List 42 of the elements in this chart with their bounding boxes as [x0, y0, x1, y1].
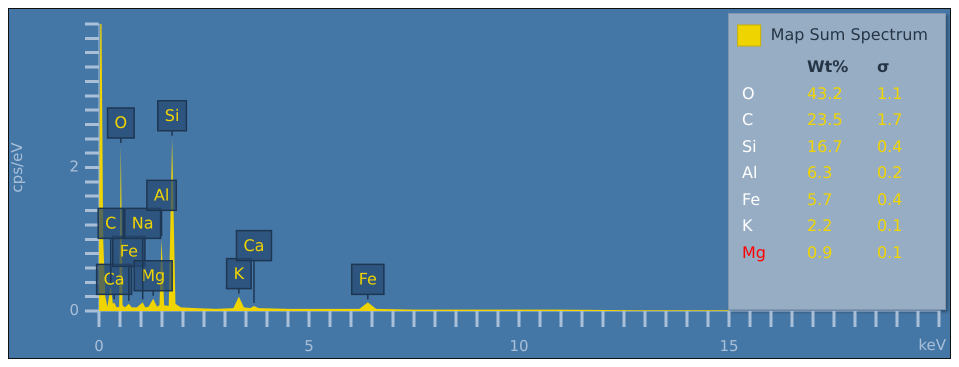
annotation: C: [105, 214, 116, 233]
annotation: Fe: [120, 242, 138, 261]
annotation: Si: [164, 106, 180, 125]
data-label: 1.1: [876, 82, 904, 105]
data-label: 0.1: [876, 242, 904, 264]
data-label: 43.2: [806, 82, 844, 105]
category-label: C: [741, 109, 754, 132]
data-label: 1.7: [876, 109, 904, 132]
series-label: Wt%: [806, 56, 850, 78]
data-label: 23.5: [806, 109, 844, 132]
data-label: 0.2: [876, 162, 904, 184]
data-label: 16.7: [806, 136, 844, 158]
annotation: Ca: [104, 270, 125, 289]
text: σ: [876, 56, 890, 78]
annotation: Na: [132, 214, 154, 233]
data-label: 2.2: [806, 215, 834, 238]
category-label: K: [741, 215, 754, 238]
y-tick-label: 2: [69, 157, 79, 176]
legend-label: Map Sum Spectrum: [770, 25, 928, 44]
category-label: O: [741, 82, 756, 105]
category-label: Al: [741, 162, 758, 184]
data-label: 0.4: [876, 136, 904, 158]
x-tick-label: 10: [509, 336, 529, 355]
data-label: 0.4: [876, 188, 904, 211]
category-label: Mg: [741, 242, 767, 264]
annotation: Fe: [358, 270, 377, 289]
data-label: 5.7: [806, 188, 834, 211]
annotation: K: [234, 264, 245, 283]
x-axis-title: keV: [918, 336, 947, 354]
y-axis-title: cps/eV: [8, 142, 26, 193]
x-tick-label: 5: [304, 336, 314, 355]
x-tick-label: 0: [94, 336, 104, 355]
x-tick-label: 15: [719, 336, 739, 355]
category-label: Si: [741, 136, 758, 158]
annotation: O: [114, 113, 128, 132]
data-label: 0.1: [876, 215, 904, 238]
data-label: 0.9: [806, 242, 834, 264]
data-label: 6.3: [806, 162, 834, 184]
annotation: Ca: [243, 236, 264, 255]
annotation: Al: [154, 186, 170, 205]
category-label: Fe: [741, 188, 762, 211]
annotation: Mg: [141, 266, 166, 285]
